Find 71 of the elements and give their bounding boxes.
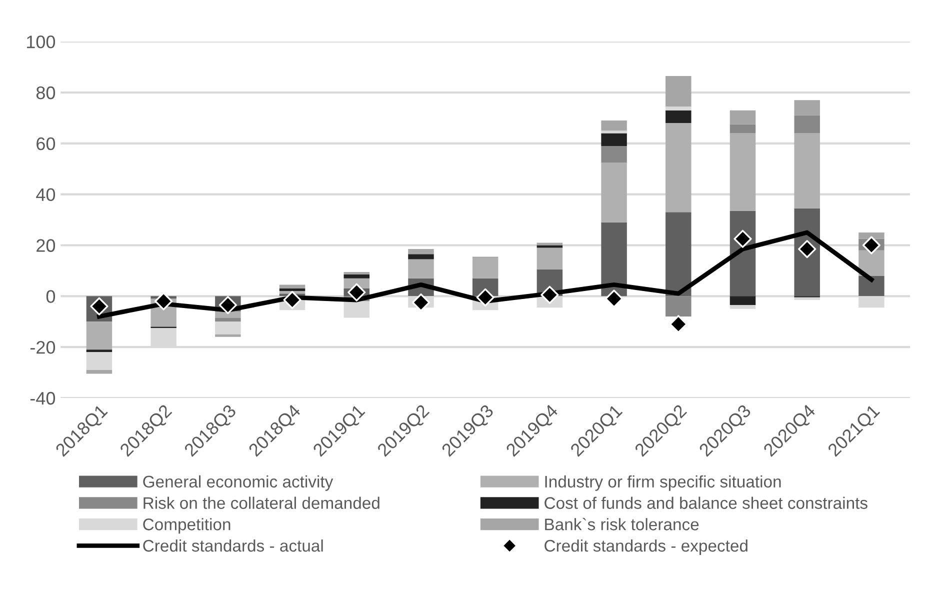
bar bbox=[666, 110, 692, 124]
y-tick-label: 100 bbox=[27, 36, 56, 48]
bar bbox=[215, 311, 241, 318]
bar bbox=[601, 146, 627, 162]
point bbox=[218, 296, 237, 314]
bar bbox=[666, 296, 692, 317]
bar bbox=[86, 370, 112, 374]
bar bbox=[666, 106, 692, 110]
bar bbox=[472, 258, 498, 278]
y-tick-label: 0 bbox=[46, 290, 56, 303]
y-tick-label: -40 bbox=[30, 392, 56, 405]
bar bbox=[344, 274, 370, 278]
bar bbox=[86, 350, 112, 352]
point bbox=[669, 315, 688, 334]
bar bbox=[858, 250, 884, 276]
legend-label: Risk on the collateral demanded bbox=[144, 496, 380, 509]
bar bbox=[794, 100, 820, 116]
y-tick-label: 60 bbox=[36, 137, 56, 150]
bar bbox=[536, 242, 563, 246]
bar bbox=[858, 232, 884, 239]
point bbox=[154, 292, 173, 310]
bar bbox=[794, 115, 820, 134]
bar bbox=[408, 254, 434, 260]
point bbox=[540, 286, 559, 304]
bar bbox=[344, 272, 370, 275]
point bbox=[348, 283, 366, 302]
bar bbox=[666, 76, 692, 106]
legend-label: Credit standards - actual bbox=[143, 539, 323, 552]
bar bbox=[666, 212, 692, 296]
y-tick-label: -20 bbox=[30, 341, 56, 354]
bar bbox=[408, 249, 434, 254]
bar bbox=[730, 305, 756, 309]
bar bbox=[730, 124, 756, 134]
legend-label: Competition bbox=[143, 518, 230, 534]
legend-label: Credit standards - expected bbox=[544, 539, 748, 555]
point bbox=[604, 290, 624, 308]
y-tick-label: 20 bbox=[36, 239, 56, 252]
y-tick-label: 80 bbox=[36, 86, 56, 100]
bar bbox=[794, 133, 820, 208]
bar bbox=[601, 130, 627, 134]
legend-label: Industry or firm specific situation bbox=[545, 475, 781, 491]
y-tick-label: 40 bbox=[36, 188, 56, 202]
bar bbox=[666, 123, 692, 212]
bar bbox=[215, 334, 241, 337]
bar bbox=[730, 110, 756, 124]
bar bbox=[794, 297, 820, 300]
bar bbox=[536, 248, 563, 270]
legend-label: General economic activity bbox=[143, 475, 334, 491]
legend-label: Bank`s risk tolerance bbox=[545, 518, 699, 530]
bar bbox=[86, 352, 112, 370]
point bbox=[798, 240, 816, 258]
point bbox=[476, 288, 494, 306]
bar bbox=[730, 133, 756, 211]
bar bbox=[215, 318, 241, 322]
bar bbox=[408, 259, 434, 278]
point bbox=[283, 290, 302, 310]
bar bbox=[858, 276, 884, 296]
bar bbox=[601, 120, 627, 131]
bar bbox=[601, 222, 627, 296]
bar bbox=[344, 301, 370, 318]
bar bbox=[536, 245, 563, 248]
bar bbox=[730, 296, 756, 306]
legend-label: Cost of funds and balance sheet constraints bbox=[544, 496, 868, 509]
bar bbox=[86, 322, 112, 350]
point bbox=[734, 230, 752, 248]
point bbox=[862, 236, 881, 254]
bar bbox=[215, 322, 241, 334]
bar bbox=[601, 133, 627, 146]
bar bbox=[601, 162, 627, 222]
bar bbox=[279, 284, 306, 289]
bar bbox=[279, 288, 306, 292]
